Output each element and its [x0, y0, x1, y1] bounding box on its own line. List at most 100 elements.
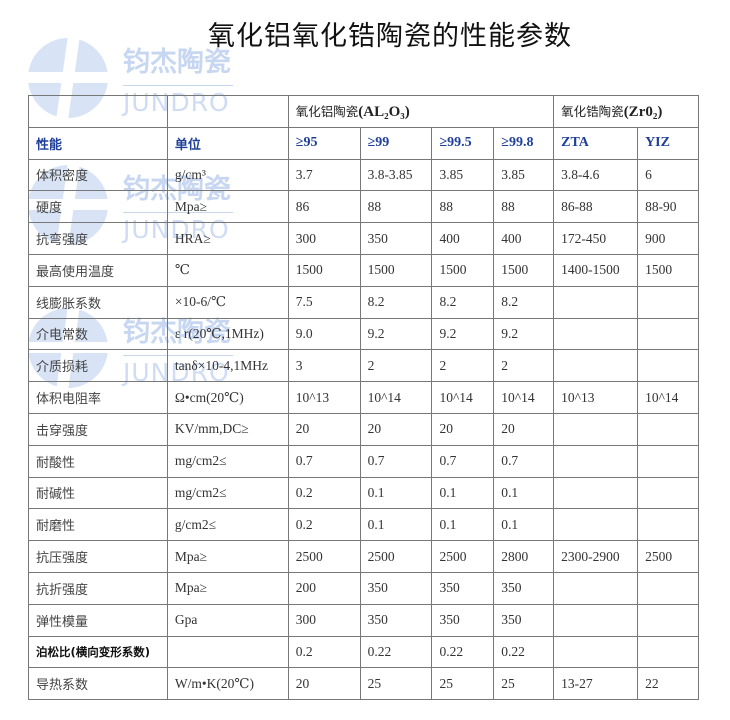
value-cell: 1500 [493, 253, 555, 287]
value-cell: 200 [287, 571, 361, 605]
value-cell: 350 [431, 603, 495, 637]
value-cell: 2800 [493, 540, 555, 573]
value-cell: 3 [287, 349, 361, 383]
value-cell [637, 508, 699, 542]
property-cell: 耐碱性 [28, 476, 168, 510]
value-cell: 9.2 [493, 317, 555, 351]
header-cell: YIZ [637, 126, 699, 160]
value-cell [637, 635, 699, 669]
value-cell: 20 [359, 412, 433, 446]
property-cell: 体积密度 [28, 158, 168, 192]
value-cell: 2 [493, 349, 555, 383]
table-row: 耐磨性 g/cm2≤ 0.2 0.1 0.1 0.1 [28, 508, 699, 542]
header-cell: ≥99 [359, 126, 433, 160]
value-cell: 10^14 [637, 381, 699, 414]
value-cell [637, 444, 699, 478]
unit-cell: Gpa [166, 603, 289, 637]
value-cell [637, 317, 699, 351]
value-cell: 300 [287, 603, 361, 637]
value-cell: 2 [359, 349, 433, 383]
value-cell: 8.2 [493, 285, 555, 319]
value-cell: 8.2 [431, 285, 495, 319]
value-cell: 2500 [287, 540, 361, 573]
property-cell: 耐磨性 [28, 508, 168, 542]
unit-cell: ℃ [166, 253, 289, 287]
value-cell: 0.1 [359, 476, 433, 510]
table-row: 耐酸性 mg/cm2≤ 0.7 0.7 0.7 0.7 [28, 444, 699, 478]
table-row: 导热系数 W/m•K(20℃) 20 25 25 25 13-27 22 [28, 667, 699, 701]
value-cell: 86 [287, 190, 361, 224]
table-row: 弹性模量 Gpa 300 350 350 350 [28, 603, 699, 637]
value-cell: 400 [493, 222, 555, 255]
value-cell: 1500 [431, 253, 495, 287]
value-cell: 3.8-4.6 [553, 158, 639, 192]
value-cell: 3.85 [431, 158, 495, 192]
property-cell: 抗压强度 [28, 540, 168, 573]
alumina-group-header: 氧化铝陶瓷(AL₂O₃) [287, 95, 555, 128]
value-cell: 8.2 [359, 285, 433, 319]
value-cell: 25 [493, 667, 555, 701]
value-cell [637, 412, 699, 446]
value-cell: 7.5 [287, 285, 361, 319]
value-cell: 0.1 [431, 476, 495, 510]
value-cell [553, 444, 639, 478]
value-cell: 3.7 [287, 158, 361, 192]
zirconia-formula: (Zr0₂) [623, 104, 663, 121]
page-title: 氧化铝氧化锆陶瓷的性能参数 [208, 21, 572, 52]
value-cell: 0.1 [493, 476, 555, 510]
value-cell: 2500 [637, 540, 699, 573]
value-cell [637, 571, 699, 605]
value-cell: 3.85 [493, 158, 555, 192]
value-cell: 0.22 [493, 635, 555, 669]
property-cell: 弹性模量 [28, 603, 168, 637]
value-cell: 20 [431, 412, 495, 446]
alumina-formula: (AL₂O₃) [358, 104, 410, 121]
value-cell: 350 [431, 571, 495, 605]
value-cell: 1500 [287, 253, 361, 287]
value-cell: 300 [287, 222, 361, 255]
value-cell: 350 [359, 571, 433, 605]
table-row: 泊松比(横向变形系数) 0.2 0.22 0.22 0.22 [28, 635, 699, 669]
zirconia-group-header: 氧化锆陶瓷(Zr0₂) [553, 95, 699, 128]
properties-table: 氧化铝陶瓷(AL₂O₃) 氧化锆陶瓷(Zr0₂) 性能 单位 ≥95 ≥99 ≥… [28, 95, 699, 701]
unit-cell: ε r(20℃,1MHz) [166, 317, 289, 351]
value-cell: 10^13 [553, 381, 639, 414]
property-cell: 介电常数 [28, 317, 168, 351]
property-cell: 导热系数 [28, 667, 168, 701]
property-cell: 线膨胀系数 [28, 285, 168, 319]
value-cell: 1500 [359, 253, 433, 287]
value-cell: 900 [637, 222, 699, 255]
value-cell: 88-90 [637, 190, 699, 224]
value-cell: 6 [637, 158, 699, 192]
value-cell: 1500 [637, 253, 699, 287]
value-cell [637, 285, 699, 319]
value-cell [553, 285, 639, 319]
value-cell: 0.22 [431, 635, 495, 669]
table-row: 体积电阻率 Ω•cm(20℃) 10^13 10^14 10^14 10^14 10^13 1… [28, 381, 699, 414]
value-cell: 0.2 [287, 635, 361, 669]
unit-cell: Ω•cm(20℃) [166, 381, 289, 414]
value-cell [553, 508, 639, 542]
value-cell: 0.7 [287, 444, 361, 478]
value-cell: 0.22 [359, 635, 433, 669]
value-cell: 350 [493, 603, 555, 637]
value-cell: 9.2 [359, 317, 433, 351]
value-cell: 9.0 [287, 317, 361, 351]
value-cell: 88 [493, 190, 555, 224]
value-cell [637, 603, 699, 637]
table-row: 抗弯强度 HRA≥ 300 350 400 400 172-450 900 [28, 222, 699, 255]
value-cell [553, 476, 639, 510]
unit-cell: g/cm2≤ [166, 508, 289, 542]
property-cell: 抗折强度 [28, 571, 168, 605]
value-cell: 2500 [359, 540, 433, 573]
value-cell [637, 349, 699, 383]
value-cell: 350 [493, 571, 555, 605]
zirconia-group-label: 氧化锆陶瓷 [561, 104, 624, 120]
property-cell: 抗弯强度 [28, 222, 168, 255]
unit-cell: HRA≥ [166, 222, 289, 255]
unit-cell: Mpa≥ [166, 540, 289, 573]
value-cell [553, 635, 639, 669]
header-cell: ≥99.8 [493, 126, 555, 160]
value-cell: 0.7 [431, 444, 495, 478]
table-row: 击穿强度 KV/mm,DC≥ 20 20 20 20 [28, 412, 699, 446]
